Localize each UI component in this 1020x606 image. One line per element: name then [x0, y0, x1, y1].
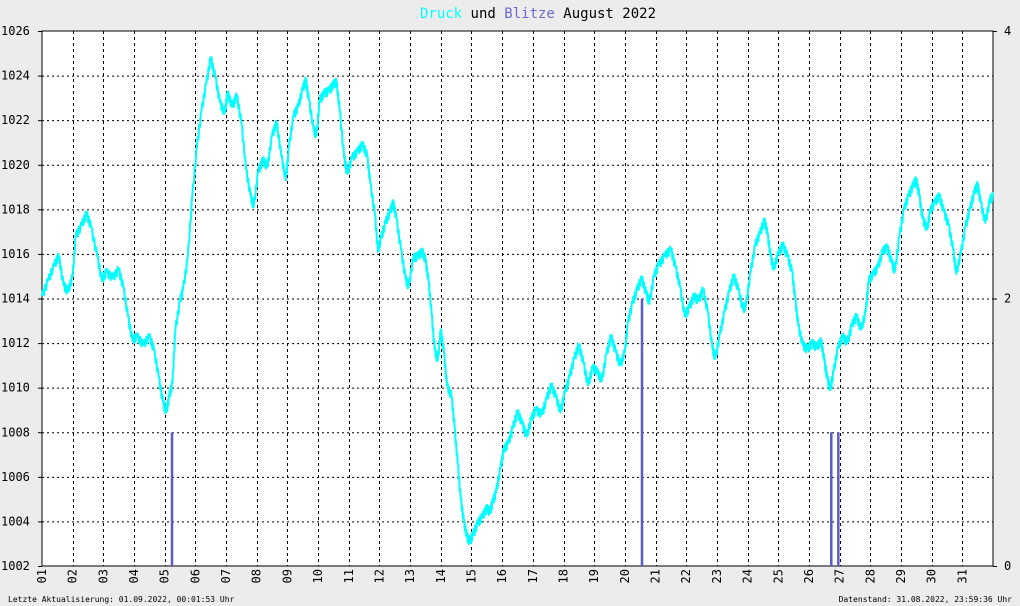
- x-tick-label: 22: [679, 569, 693, 583]
- y-tick-label: 1018: [1, 202, 30, 216]
- y-tick-label: 1008: [1, 425, 30, 439]
- y-tick-label: 1024: [1, 69, 30, 83]
- y-tick-label: 1020: [1, 158, 30, 172]
- footer-last-update: Letzte Aktualisierung: 01.09.2022, 00:01…: [8, 595, 235, 604]
- x-tick-label: 10: [311, 569, 325, 583]
- x-tick-label: 20: [618, 569, 632, 583]
- grid-lines: [42, 31, 993, 566]
- lightning-bar: [837, 432, 840, 566]
- x-tick-label: 02: [66, 569, 80, 583]
- lightning-bar: [640, 298, 644, 566]
- x-tick-label: 25: [771, 569, 785, 583]
- y-tick-label: 1010: [1, 381, 30, 395]
- y-axis-left-ticks: 1002 1004 1006 1008 1010 1012 1014 1016 1018 1020…: [1, 24, 42, 573]
- x-tick-label: 29: [894, 569, 908, 583]
- x-tick-label: 09: [280, 569, 294, 583]
- x-tick-label: 07: [219, 569, 233, 583]
- lightning-bar: [830, 432, 833, 566]
- pressure-line-group: [41, 56, 994, 545]
- y-tick-label: 1014: [1, 292, 30, 306]
- y-tick-label: 1002: [1, 559, 30, 573]
- title-month: August 2022: [555, 6, 656, 22]
- title-druck: Druck: [420, 6, 463, 22]
- lightning-bars: [170, 298, 840, 566]
- lightning-bar: [170, 432, 174, 566]
- y-tick-label: 1016: [1, 247, 30, 261]
- x-tick-label: 06: [188, 569, 202, 583]
- x-tick-label: 05: [158, 569, 172, 583]
- y-right-tick-label: 0: [1004, 559, 1011, 573]
- x-tick-label: 13: [403, 569, 417, 583]
- x-tick-label: 31: [955, 569, 969, 583]
- x-tick-label: 11: [342, 569, 356, 583]
- y-right-tick-label: 2: [1004, 292, 1011, 306]
- x-tick-label: 30: [925, 569, 939, 583]
- y-tick-label: 1022: [1, 113, 30, 127]
- y-tick-label: 1026: [1, 24, 30, 38]
- x-tick-label: 15: [464, 569, 478, 583]
- x-tick-label: 26: [802, 569, 816, 583]
- title-und: und: [462, 6, 504, 22]
- x-tick-label: 23: [710, 569, 724, 583]
- chart-title: Druck und Blitze August 2022: [420, 6, 656, 22]
- x-tick-label: 08: [250, 569, 264, 583]
- x-tick-label: 01: [35, 569, 49, 583]
- y-tick-label: 1012: [1, 336, 30, 350]
- x-tick-label: 16: [495, 569, 509, 583]
- x-tick-label: 19: [587, 569, 601, 583]
- x-tick-label: 12: [372, 569, 386, 583]
- footer-data-status: Datenstand: 31.08.2022, 23:59:36 Uhr: [839, 595, 1013, 604]
- pressure-line: [41, 56, 994, 545]
- y-tick-label: 1006: [1, 470, 30, 484]
- x-tick-label: 18: [557, 569, 571, 583]
- y-axis-right-ticks: 0 2 4: [993, 24, 1011, 573]
- x-tick-label: 14: [434, 569, 448, 583]
- y-tick-label: 1004: [1, 514, 30, 528]
- x-tick-label: 04: [127, 569, 141, 583]
- x-tick-label: 17: [526, 569, 540, 583]
- x-tick-label: 28: [863, 569, 877, 583]
- x-tick-label: 03: [96, 569, 110, 583]
- x-tick-label: 27: [833, 569, 847, 583]
- x-axis-ticks: 01 02 03 04 05 06 07 08 09 10 11 12 13 14 15 16 17 18 19 20…: [35, 569, 969, 583]
- title-blitze: Blitze: [504, 6, 555, 22]
- y-right-tick-label: 4: [1004, 24, 1011, 38]
- x-tick-label: 21: [649, 569, 663, 583]
- x-tick-label: 24: [741, 569, 755, 583]
